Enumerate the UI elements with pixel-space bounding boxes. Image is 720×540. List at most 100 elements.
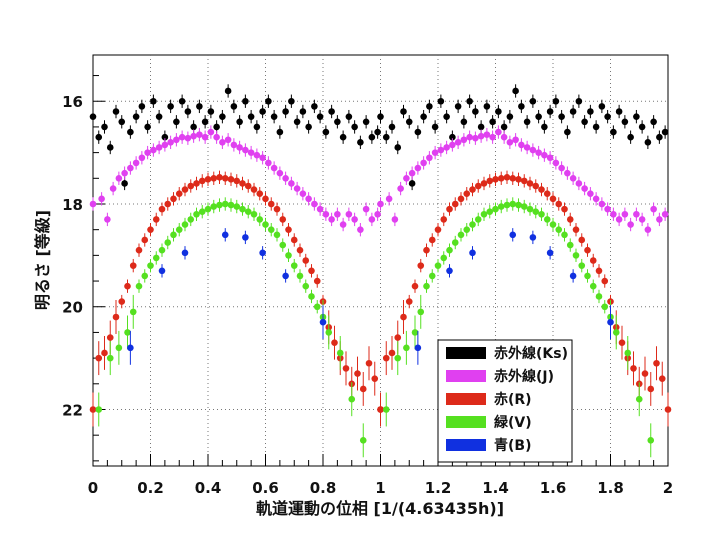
data-point [112,313,120,321]
data-point [564,169,571,177]
data-point [561,231,568,239]
data-point [207,128,215,136]
legend-label: 青(B) [494,437,531,454]
data-point [506,113,514,120]
data-point [305,195,312,203]
data-point [592,123,600,131]
data-point [408,180,416,187]
data-point [334,210,341,218]
data-point [371,375,379,382]
data-point [469,186,476,193]
data-point [138,103,146,110]
data-point [132,113,140,120]
data-point [247,149,255,156]
data-point [489,118,496,126]
data-point [495,108,502,115]
data-point [296,272,304,280]
data-point [302,282,310,290]
data-point [520,203,528,210]
data-point [624,349,632,357]
data-point [466,97,473,105]
data-point [664,406,672,413]
data-point [276,169,284,177]
data-point [178,97,186,105]
data-point [428,272,436,280]
data-point [106,144,114,151]
data-point [273,231,281,239]
data-point [339,133,347,141]
data-point [135,246,143,254]
data-point [506,139,514,146]
data-point [322,128,330,136]
data-point [181,221,189,228]
data-point [572,252,580,259]
data-point [621,210,629,218]
data-point [604,113,611,120]
data-point [601,303,609,311]
data-point [578,236,586,244]
data-point [515,201,522,209]
data-point [400,108,407,115]
data-point [296,246,304,254]
data-point [587,190,594,198]
data-point [405,298,413,305]
data-point [546,154,554,162]
data-point [184,108,192,115]
data-point [219,113,226,120]
data-point [440,254,448,262]
data-point [121,169,128,177]
data-point [250,186,258,193]
data-point [152,254,160,262]
data-point [293,185,301,192]
data-point [167,139,174,146]
data-point [463,190,471,198]
data-point [541,123,548,131]
data-point [302,257,310,264]
legend: 赤外線(Ks) 赤外線(J) 赤(R) 緑(V) 青(B) [437,339,573,463]
data-point [569,108,577,115]
data-point [106,334,114,341]
legend-swatch [446,370,486,382]
data-point [405,118,413,126]
data-point [285,252,292,259]
data-point [653,359,660,367]
data-point [535,149,542,156]
data-point [147,226,154,233]
data-point [529,97,537,105]
data-point [512,87,519,95]
data-point [325,329,333,336]
data-point [161,141,169,149]
data-point [213,123,220,131]
data-point [546,108,554,115]
data-point [431,149,439,156]
data-point [377,406,384,413]
data-point [566,216,574,223]
data-point [144,149,151,156]
data-point [377,113,384,120]
data-point [262,195,269,203]
data-point [311,103,318,110]
data-point [127,344,134,352]
data-point [359,385,367,393]
data-point [403,175,410,182]
data-point [382,354,390,362]
data-point [244,208,252,215]
data-point [598,103,606,110]
data-point [449,141,456,149]
data-point [495,128,502,136]
data-point [469,249,476,257]
data-point [492,205,499,213]
data-point [141,272,149,280]
data-point [256,190,264,198]
data-point [440,216,448,223]
data-point [362,118,370,126]
data-point [638,123,646,131]
data-point [509,200,517,208]
data-point [426,103,433,110]
data-point [170,231,177,239]
data-point [638,216,646,223]
data-point [152,216,160,223]
data-point [503,173,511,181]
data-point [474,216,482,223]
data-point [106,354,114,362]
